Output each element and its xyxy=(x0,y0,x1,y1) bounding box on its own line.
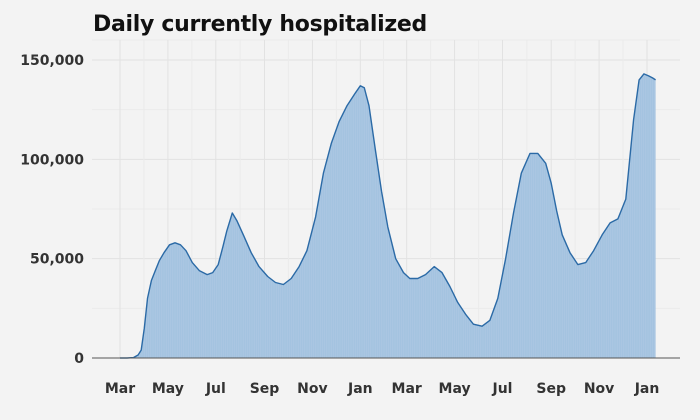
y-tick-label: 100,000 xyxy=(20,152,84,168)
x-tick-label: Sep xyxy=(536,381,566,397)
x-tick-label: May xyxy=(152,381,184,397)
x-tick-label: May xyxy=(439,381,471,397)
y-tick-label: 150,000 xyxy=(20,53,84,69)
x-tick-label: Jan xyxy=(347,381,373,397)
chart-title: Daily currently hospitalized xyxy=(93,12,427,37)
x-tick-label: Mar xyxy=(105,381,135,397)
x-tick-label: Sep xyxy=(250,381,280,397)
x-tick-labels: Mar May Jul Sep Nov Jan Mar May Jul Sep Nov Jan xyxy=(105,381,659,397)
series-area xyxy=(120,73,656,359)
x-tick-label: Nov xyxy=(584,381,614,397)
y-tick-label: 0 xyxy=(74,351,84,367)
series-line xyxy=(120,73,656,359)
x-tick-label: Nov xyxy=(297,381,327,397)
x-tick-label: Mar xyxy=(392,381,422,397)
x-tick-label: Jul xyxy=(205,381,226,397)
y-tick-labels: 0 50,000 100,000 150,000 xyxy=(20,53,84,367)
y-tick-label: 50,000 xyxy=(30,252,84,268)
x-tick-label: Jul xyxy=(491,381,512,397)
x-tick-label: Jan xyxy=(634,381,660,397)
